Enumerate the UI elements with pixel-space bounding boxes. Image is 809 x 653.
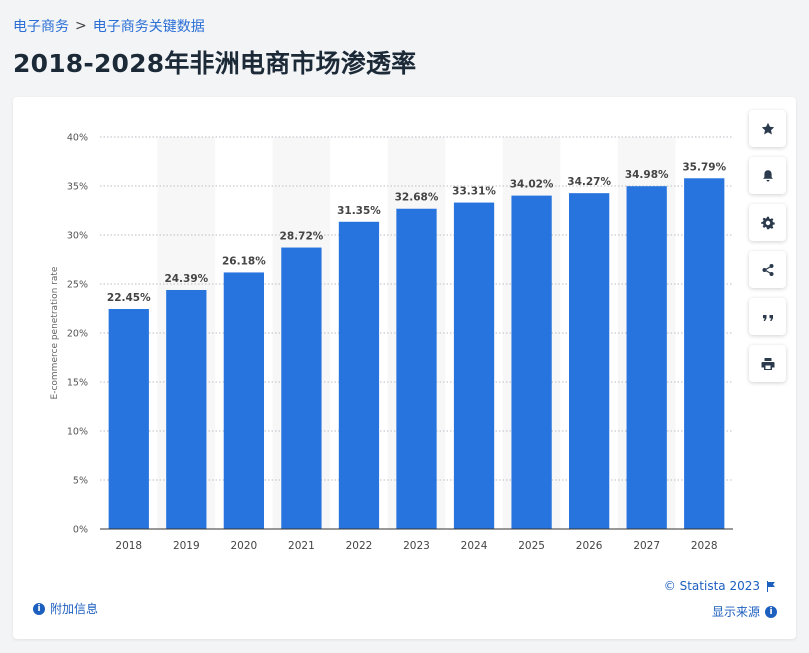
y-tick-label: 25%: [67, 280, 88, 291]
breadcrumb-ecommerce[interactable]: 电子商务: [13, 19, 69, 35]
copyright-line[interactable]: © Statista 2023: [664, 579, 776, 593]
bar-2020[interactable]: [223, 272, 265, 529]
page-title: 2018-2028年非洲电商市场渗透率: [13, 49, 417, 78]
data-label: 26.18%: [222, 255, 266, 267]
bar-2022[interactable]: [338, 221, 380, 529]
y-tick-label: 5%: [73, 476, 88, 487]
info-icon: i: [33, 602, 45, 615]
show-source-label: 显示来源: [711, 605, 760, 619]
bar-2026[interactable]: [568, 193, 610, 529]
x-tick-label: 2018: [115, 540, 142, 552]
x-tick-label: 2019: [173, 540, 200, 552]
bar-2027[interactable]: [626, 186, 667, 530]
data-label: 34.98%: [625, 169, 669, 181]
share-button[interactable]: [749, 251, 786, 288]
info-icon: i: [765, 605, 777, 618]
bar-2021[interactable]: [281, 247, 322, 529]
print-button[interactable]: [749, 345, 786, 382]
additional-info-link[interactable]: i 附加信息: [33, 600, 98, 617]
bar-2028[interactable]: [684, 178, 725, 529]
y-tick-label: 35%: [67, 182, 88, 193]
bar-2024[interactable]: [453, 202, 495, 529]
x-tick-label: 2020: [230, 540, 257, 552]
data-label: 33.31%: [452, 186, 496, 198]
y-tick-label: 15%: [67, 378, 88, 389]
x-tick-label: 2028: [691, 540, 718, 552]
data-label: 24.39%: [164, 273, 208, 285]
settings-button[interactable]: [749, 204, 786, 241]
favorite-button[interactable]: [749, 110, 786, 147]
x-tick-label: 2025: [518, 540, 545, 552]
data-label: 32.68%: [395, 192, 439, 204]
flag-icon: [767, 580, 775, 592]
y-tick-label: 30%: [67, 231, 88, 242]
data-label: 31.35%: [337, 205, 381, 217]
bar-2025[interactable]: [511, 195, 552, 529]
star-icon: [761, 122, 774, 134]
additional-info-label: 附加信息: [50, 602, 99, 616]
x-tick-label: 2023: [403, 540, 430, 552]
y-tick-label: 20%: [67, 329, 88, 340]
data-label: 35.79%: [682, 161, 726, 173]
data-label: 22.45%: [107, 292, 151, 304]
bar-chart: 0% 5% 10% 15% 20% 25% 30% 35% 40% 22.45% 2018 24.39…: [50, 133, 733, 552]
notification-button[interactable]: [749, 157, 786, 194]
x-tick-label: 2027: [633, 540, 660, 552]
chart-toolbar: [749, 110, 786, 382]
breadcrumb: 电子商务 > 电子商务关键数据: [13, 16, 205, 36]
share-icon: [762, 263, 773, 276]
y-axis-title: E-commerce penetration rate: [50, 266, 60, 399]
data-label: 34.27%: [567, 176, 611, 188]
bar-2018[interactable]: [108, 308, 149, 529]
y-tick-label: 10%: [67, 427, 88, 438]
cite-button[interactable]: [749, 298, 786, 335]
x-tick-label: 2026: [576, 540, 603, 552]
gear-icon: [760, 216, 775, 229]
bar-2023[interactable]: [396, 208, 437, 529]
print-icon: [761, 357, 774, 370]
y-tick-label: 40%: [67, 133, 88, 144]
chart-card: 0% 5% 10% 15% 20% 25% 30% 35% 40% 22.45% 2018 24.39…: [13, 97, 796, 639]
quote-icon: [762, 314, 773, 321]
breadcrumb-ecommerce-key-data[interactable]: 电子商务关键数据: [92, 19, 205, 35]
data-label: 34.02%: [510, 179, 554, 191]
bell-icon: [762, 169, 773, 181]
x-tick-label: 2022: [346, 540, 373, 552]
copyright-text: © Statista 2023: [663, 579, 760, 593]
x-tick-label: 2021: [288, 540, 315, 552]
x-tick-label: 2024: [461, 540, 488, 552]
breadcrumb-separator: >: [75, 18, 87, 34]
show-source-link[interactable]: 显示来源 i: [712, 603, 777, 620]
data-label: 28.72%: [280, 231, 324, 243]
y-tick-label: 0%: [73, 525, 88, 536]
bar-2019[interactable]: [166, 289, 207, 529]
